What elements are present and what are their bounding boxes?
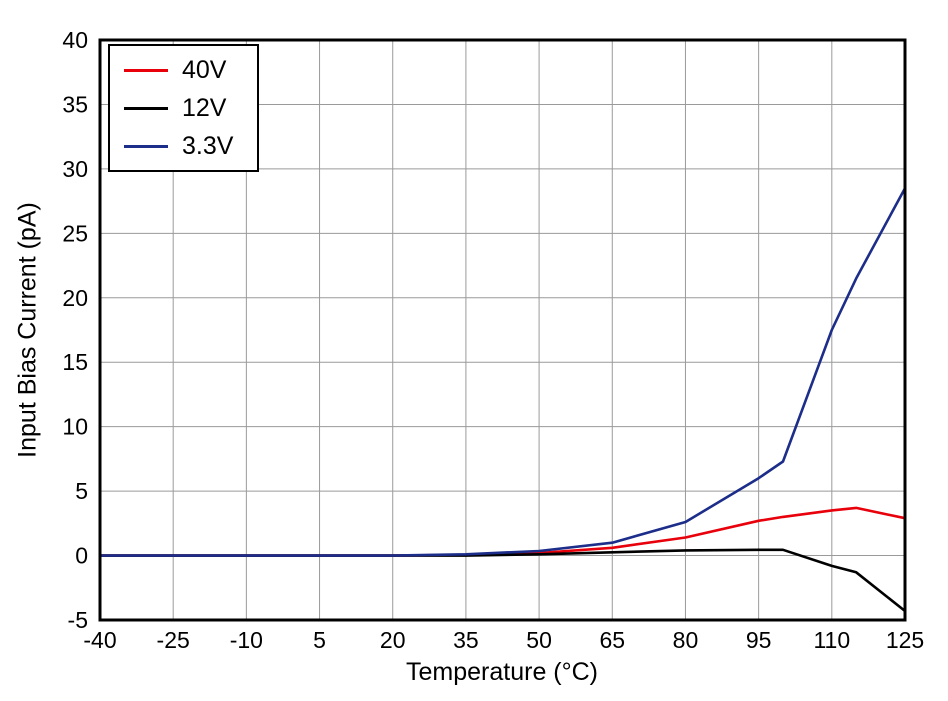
x-tick-label: 50 [526, 627, 552, 653]
legend-item-3.3V: 3.3V [124, 130, 233, 162]
y-tick-label: 40 [62, 27, 88, 53]
x-tick-label: 125 [886, 627, 924, 653]
legend-item-40V: 40V [124, 54, 233, 86]
y-axis-title: Input Bias Current (pA) [13, 202, 42, 458]
legend-label-3.3V: 3.3V [182, 131, 234, 160]
x-tick-label: -25 [157, 627, 190, 653]
y-tick-label: 15 [62, 349, 88, 375]
x-tick-label: 20 [380, 627, 406, 653]
y-tick-label: -5 [68, 607, 88, 633]
x-tick-label: 5 [313, 627, 326, 653]
x-axis-title: Temperature (°C) [406, 658, 598, 686]
y-tick-label: 25 [62, 220, 88, 246]
y-tick-label: 20 [62, 285, 88, 311]
y-tick-label: 0 [75, 543, 88, 569]
y-tick-label: 10 [62, 414, 88, 440]
x-tick-label: -10 [230, 627, 263, 653]
plot-border [98, 38, 907, 622]
legend-label-12V: 12V [182, 93, 227, 122]
series-line-12V [100, 548, 906, 613]
y-tick-label: 30 [62, 156, 88, 182]
legend-swatch-3.3V [124, 144, 168, 148]
x-tick-label: 110 [813, 627, 850, 653]
series-line-40V [100, 506, 906, 557]
x-tick-label: 65 [599, 627, 625, 653]
x-tick-label: 80 [673, 627, 699, 653]
legend-label-40V: 40V [182, 55, 227, 84]
y-tick-label: 35 [62, 91, 88, 117]
x-tick-label: 95 [746, 627, 772, 653]
legend-swatch-12V [124, 106, 168, 110]
legend-item-12V: 12V [124, 92, 233, 124]
x-tick-label: -40 [83, 627, 116, 653]
y-tick-label: 5 [75, 478, 88, 504]
series-line-3.3V [100, 187, 907, 557]
legend: 40V 12V 3.3V [108, 44, 260, 172]
x-tick-label: 35 [453, 627, 479, 653]
legend-swatch-40V [124, 68, 168, 72]
